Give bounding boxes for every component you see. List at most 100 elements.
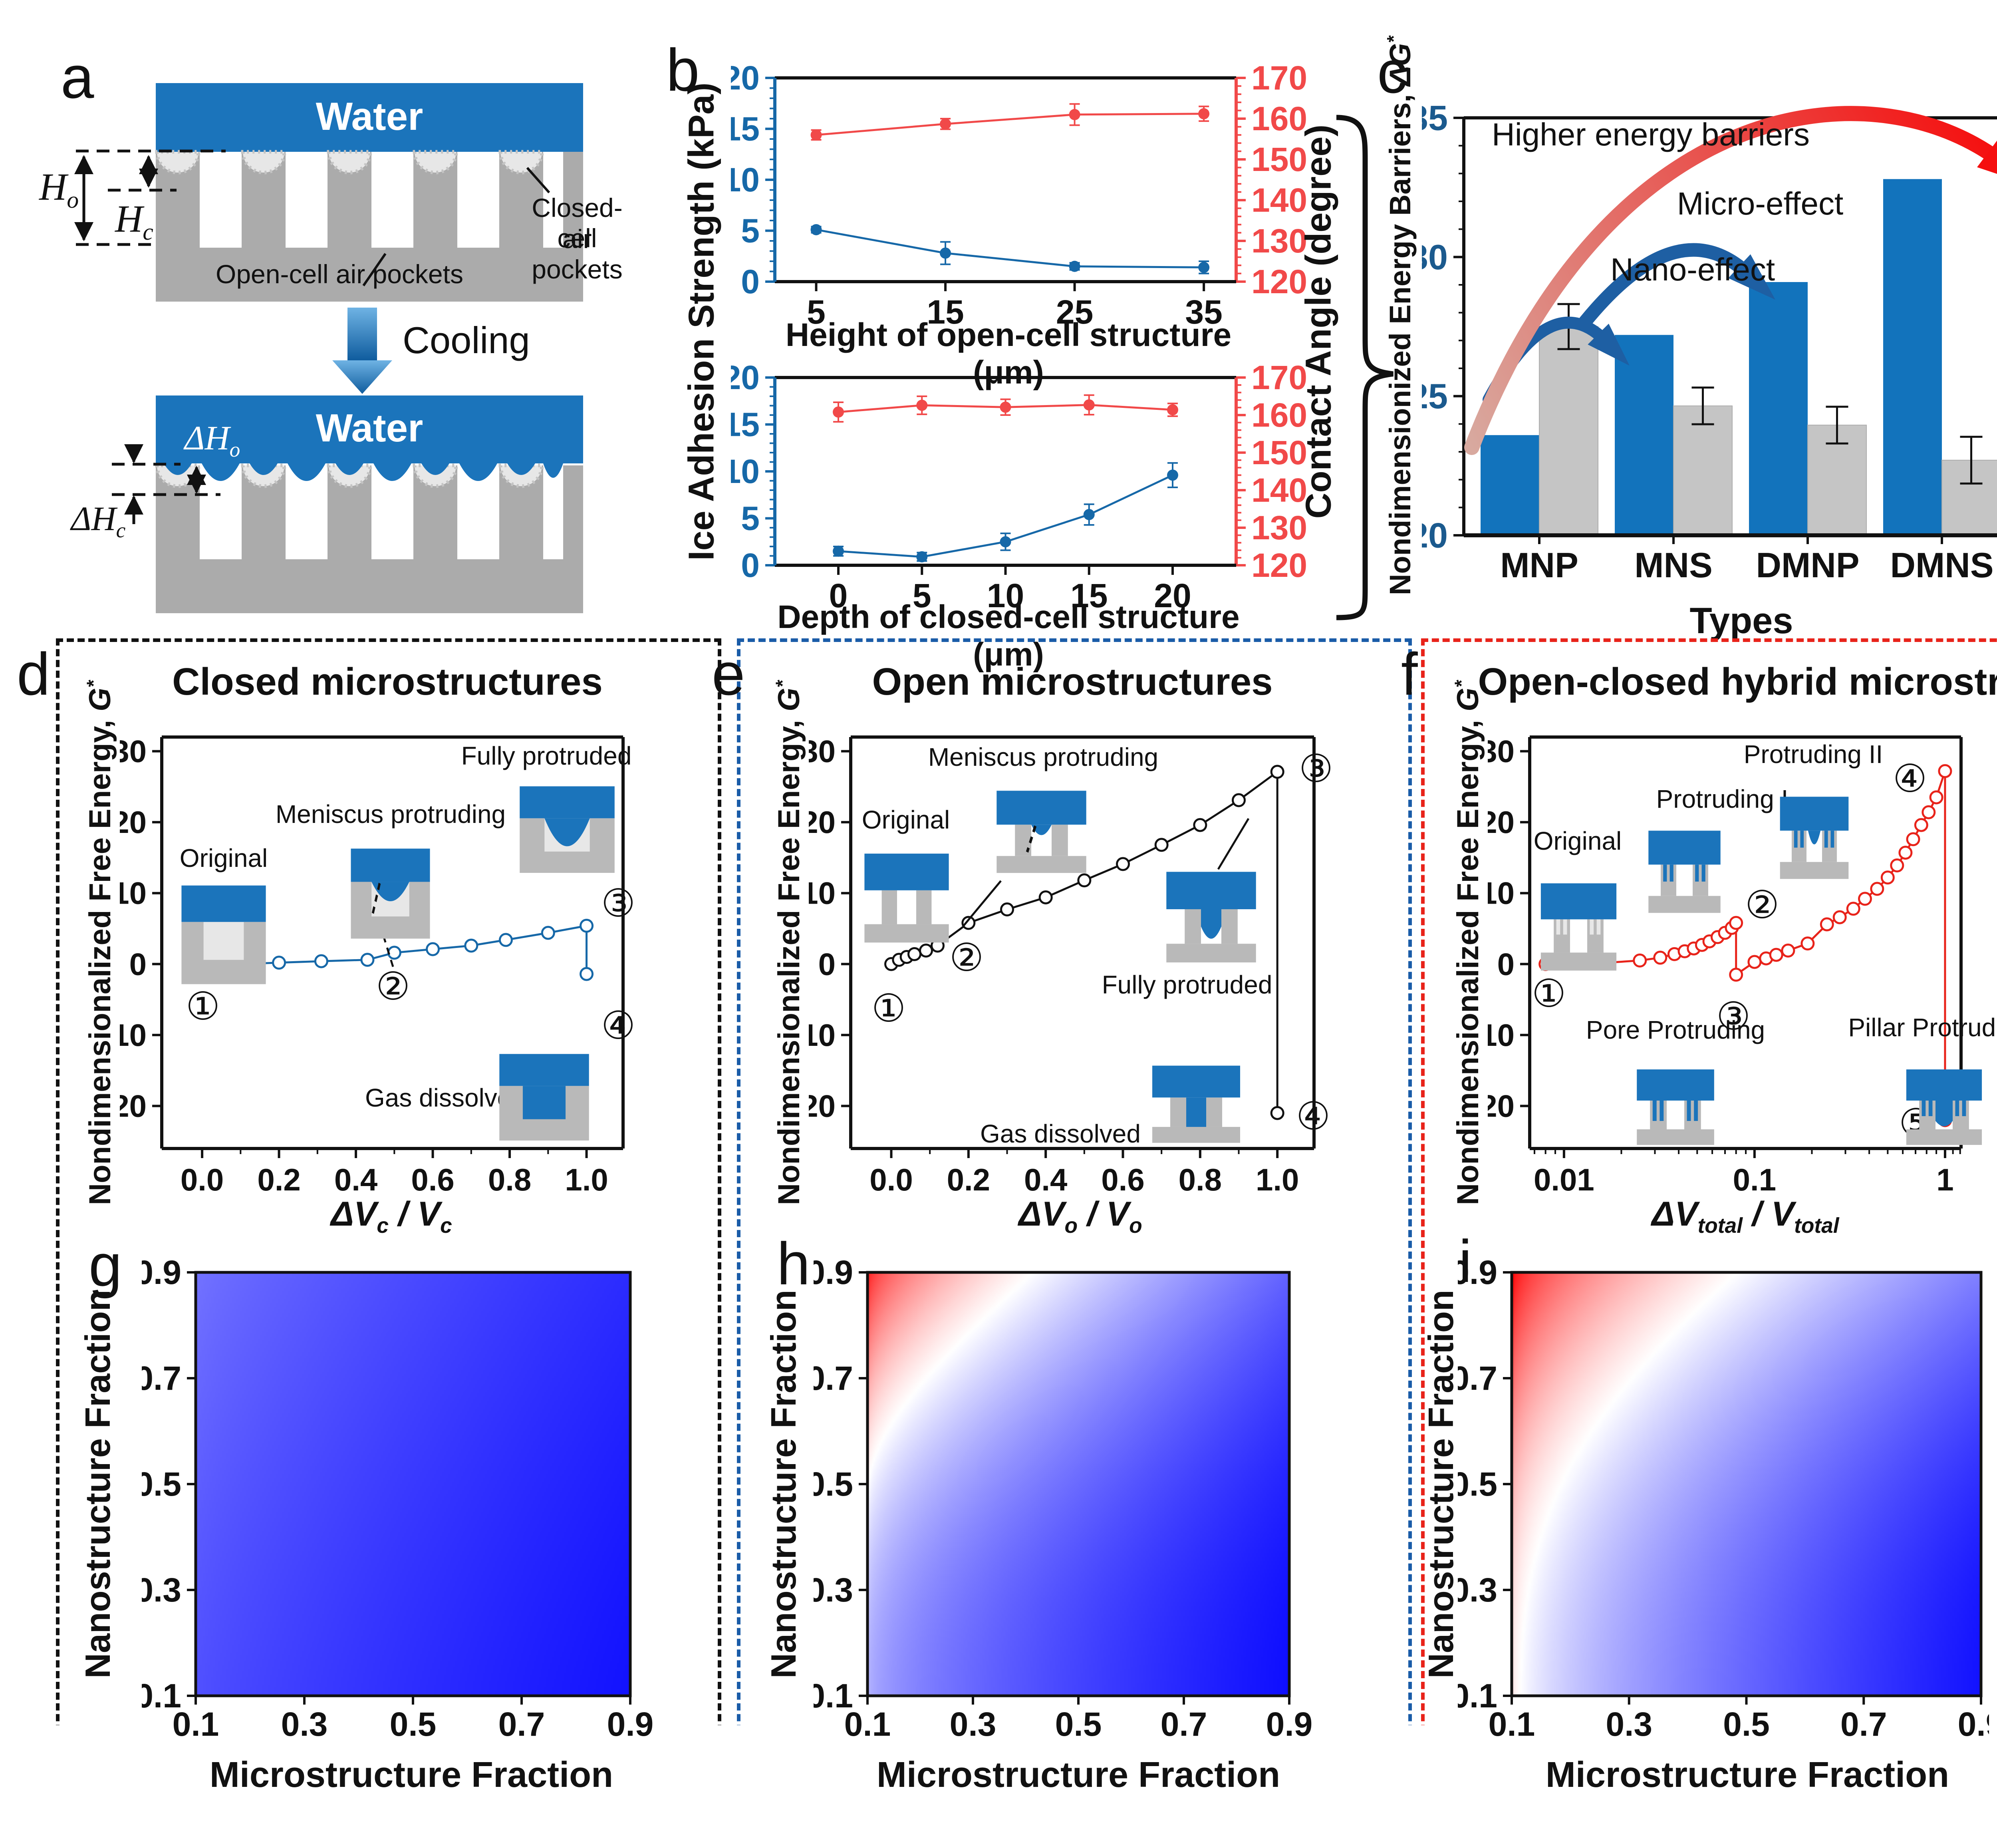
tick-label: 20 bbox=[731, 60, 760, 97]
bar-ice-adhesion bbox=[1539, 327, 1598, 536]
ylabel-ice-adhesion-b: Ice Adhesion Strength (kPa) bbox=[681, 83, 723, 561]
data-point bbox=[1907, 833, 1919, 845]
tick-label: 160 bbox=[1251, 396, 1306, 434]
bar-ice-adhesion bbox=[1942, 460, 1997, 535]
data-point bbox=[1834, 911, 1846, 923]
tick-label: 0 bbox=[741, 263, 760, 300]
ylabel-free-energy-e: Nondimensionalized Free Energy, G* bbox=[771, 680, 806, 1205]
inset-schematic bbox=[1536, 871, 1622, 975]
state-marker-2-d: ② bbox=[376, 968, 410, 1006]
tick-label: 35 bbox=[1422, 98, 1448, 138]
panel-f-label: f bbox=[1401, 644, 1418, 704]
plot-depth-closed-cell: 0 5 10 15 20 0 5 10 15 20 120 130 140 150 160 170 bbox=[731, 360, 1306, 623]
data-point bbox=[581, 968, 593, 980]
tick-label: 0.6 bbox=[411, 1162, 454, 1197]
formula-part: ΔV bbox=[331, 1195, 377, 1233]
formula-part: V bbox=[1106, 1195, 1129, 1233]
data-point bbox=[1871, 883, 1883, 895]
formula-part: o bbox=[230, 437, 240, 461]
series-line bbox=[816, 114, 1204, 135]
data-point bbox=[1821, 918, 1833, 930]
panel-e-label: e bbox=[712, 644, 745, 704]
formula-part: o bbox=[67, 187, 79, 213]
tick-label: 160 bbox=[1251, 100, 1306, 137]
data-point bbox=[1194, 819, 1206, 831]
tick-label: 0.9 bbox=[607, 1705, 654, 1743]
formula-part: * bbox=[1451, 680, 1472, 688]
tick-label: 30 bbox=[809, 734, 836, 769]
data-point bbox=[1730, 917, 1742, 929]
inset-hybrid-original bbox=[1536, 871, 1622, 975]
data-point bbox=[1233, 794, 1245, 806]
ylabel-nanostructure-g: Nanostructure Fraction bbox=[77, 1290, 118, 1678]
formula-part: * bbox=[83, 680, 104, 688]
tick-label: 1.0 bbox=[1256, 1162, 1299, 1197]
bar-energy-barrier bbox=[1481, 435, 1539, 535]
xlabel-dvc-vc: ΔVc / Vc bbox=[212, 1194, 571, 1238]
inset-schematic bbox=[1146, 1055, 1246, 1147]
inset-schematic bbox=[513, 777, 621, 877]
caption-protruding-1: Protruding I bbox=[1656, 784, 1789, 814]
substrate-base-bottom bbox=[156, 559, 583, 613]
inset-hybrid-protruding-2 bbox=[1775, 785, 1853, 883]
data-point bbox=[1167, 469, 1178, 481]
inset-schematic bbox=[493, 1045, 595, 1145]
tick-label: 30 bbox=[120, 734, 147, 769]
tick-label: 0.3 bbox=[814, 1571, 853, 1609]
tick-label: 0 bbox=[741, 546, 760, 584]
data-point bbox=[1654, 952, 1666, 964]
inset-schematic bbox=[1632, 1059, 1719, 1149]
tick-label: 0.3 bbox=[142, 1571, 181, 1609]
tick-label: 0.9 bbox=[142, 1254, 181, 1291]
inset-schematic bbox=[1644, 819, 1725, 917]
tick-label: 120 bbox=[1251, 263, 1306, 300]
formula-part: o bbox=[1129, 1214, 1142, 1238]
data-point bbox=[1859, 893, 1871, 905]
formula-part: Nondimensionalized Free Energy, bbox=[772, 711, 806, 1205]
tick-label: 0.6 bbox=[1101, 1162, 1144, 1197]
heatmap-axes: 0.10.30.50.70.90.90.70.50.30.1 bbox=[142, 1248, 683, 1790]
state-marker-2-f: ② bbox=[1745, 886, 1779, 924]
xlabel-dvo-vo: ΔVo / Vo bbox=[901, 1194, 1260, 1238]
data-point bbox=[581, 920, 593, 932]
tick-label: 0.0 bbox=[869, 1162, 913, 1197]
data-point bbox=[811, 224, 822, 235]
formula-part: G bbox=[772, 688, 806, 711]
formula-part: H bbox=[39, 165, 67, 208]
tick-label: 5 bbox=[741, 500, 760, 537]
data-point bbox=[427, 943, 439, 955]
data-point bbox=[1167, 404, 1178, 415]
annotation-higher-energy-barriers: Higher energy barriers bbox=[1649, 133, 1653, 137]
tick-label: 30 bbox=[1488, 734, 1515, 769]
data-point bbox=[500, 934, 512, 946]
data-point bbox=[1770, 949, 1782, 961]
caption-gas-dissolved-e: Gas dissolved bbox=[980, 1119, 1141, 1149]
tick-label: 0.9 bbox=[814, 1254, 853, 1291]
tick-label: 170 bbox=[1251, 360, 1306, 396]
tick-label: 0.9 bbox=[1958, 1705, 1989, 1743]
tick-label: -20 bbox=[1488, 1088, 1515, 1123]
tick-label: 0.7 bbox=[142, 1359, 181, 1397]
data-point bbox=[833, 406, 844, 417]
inset-hybrid-protruding-1 bbox=[1644, 819, 1725, 917]
data-point bbox=[542, 927, 554, 939]
data-point bbox=[465, 940, 477, 952]
formula-part: V bbox=[1771, 1195, 1794, 1233]
inset-schematic bbox=[991, 779, 1092, 877]
caption-protruding-2: Protruding II bbox=[1744, 739, 1883, 769]
data-point bbox=[1069, 109, 1080, 120]
heatmap-axes: 0.10.30.50.70.90.90.70.50.30.1 bbox=[1458, 1248, 1989, 1790]
formula-part: / bbox=[389, 1195, 417, 1233]
formula-part: ΔH bbox=[71, 499, 116, 538]
chart-svg: 0 5 10 15 2005101520120130140150160170 bbox=[731, 360, 1306, 623]
annotation-nano-effect: Nano-effect bbox=[1691, 268, 1695, 272]
ylabel-nanostructure-h: Nanostructure Fraction bbox=[763, 1290, 804, 1678]
caption-meniscus-e: Meniscus protruding bbox=[928, 742, 1158, 772]
tick-label: -10 bbox=[120, 1017, 147, 1053]
tick-label: 20 bbox=[120, 805, 147, 840]
tick-label: 150 bbox=[1251, 434, 1306, 471]
formula-part: ΔV bbox=[1018, 1195, 1064, 1233]
data-point bbox=[1155, 839, 1167, 851]
tick-label: 130 bbox=[1251, 222, 1306, 260]
chart-svg: 5 15 25 35 0 5 10 15 20 120130140150 160170 bbox=[731, 60, 1306, 340]
